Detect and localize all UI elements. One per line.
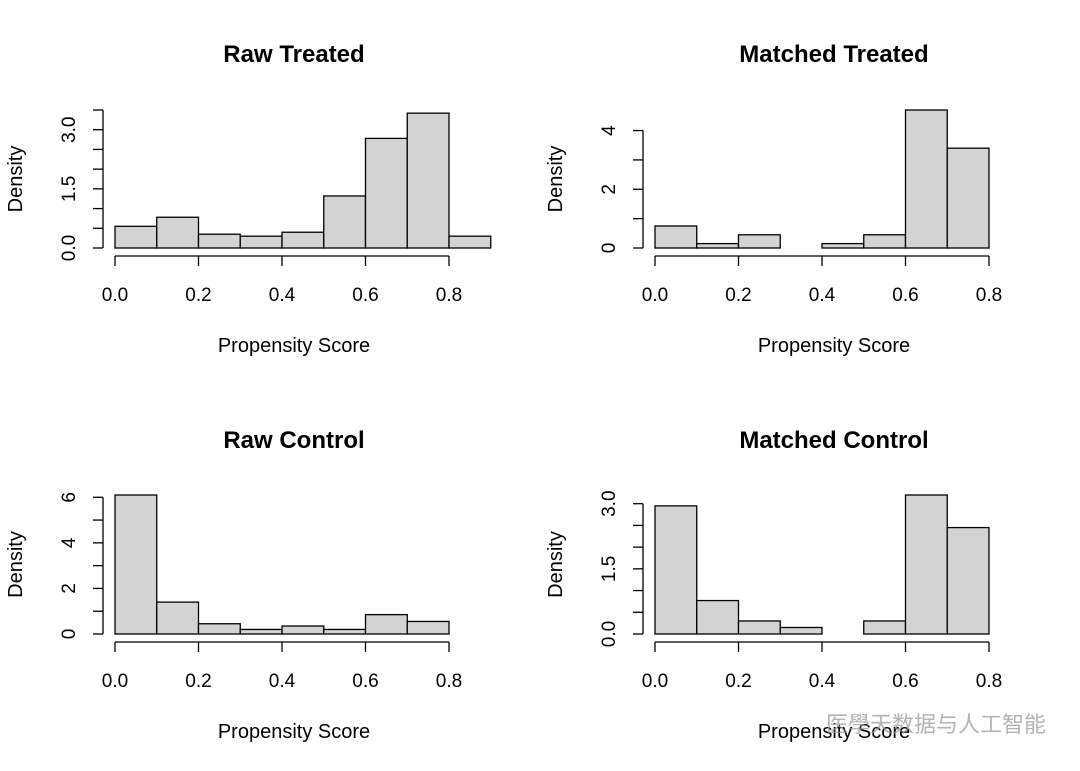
histogram-bar: [779, 626, 823, 635]
histogram-bar: [863, 620, 907, 635]
x-tick-label: 0.8: [976, 285, 1002, 306]
chart-panel: 0.0 0.2 0.4 0.6 0.8 0 2 4 6 Raw Control Propensity…: [5, 427, 462, 743]
x-tick-label: 0.2: [725, 285, 751, 306]
histogram-bar: [654, 225, 698, 249]
x-tick-label: 0.4: [269, 285, 296, 306]
histogram-bar: [156, 601, 200, 635]
x-tick-label: 0.6: [352, 671, 378, 692]
y-tick-label: 6: [59, 492, 80, 503]
y-tick-label: 2: [599, 184, 620, 195]
x-tick-label: 0.6: [892, 285, 918, 306]
x-tick-label: 0.0: [102, 671, 128, 692]
y-tick-label: 0.0: [59, 235, 80, 261]
x-tick-label: 0.4: [809, 285, 836, 306]
histogram-bar: [156, 216, 200, 249]
histogram-bar: [281, 625, 325, 635]
x-axis-label: Propensity Score: [758, 721, 910, 743]
chart-panel: 0.0 0.2 0.4 0.6 0.8 0 2 4 Matched Treated Propens…: [545, 41, 1002, 357]
x-tick-label: 0.0: [102, 285, 128, 306]
x-tick-label: 0.2: [185, 285, 211, 306]
x-tick-label: 0.8: [436, 285, 462, 306]
watermark-text: 医學天数据与人工智能: [826, 713, 1046, 738]
y-axis-label: Density: [5, 531, 27, 598]
x-tick-label: 0.0: [642, 671, 668, 692]
chart-title: Raw Control: [223, 427, 364, 454]
histogram-bar: [281, 231, 325, 249]
histogram-bar: [821, 242, 865, 249]
histogram-bar: [114, 225, 158, 249]
y-tick-label: 0: [599, 243, 620, 254]
histogram-bar: [197, 233, 241, 249]
histogram-bar: [323, 628, 367, 635]
y-tick-label: 0.0: [599, 621, 620, 647]
y-tick-label: 3.0: [59, 117, 80, 143]
x-tick-label: 0.8: [436, 671, 462, 692]
panels: 0.0 0.2 0.4 0.6 0.8 0.0 1.5 3.0 Raw Treated Prope…: [5, 41, 1002, 743]
y-tick-label: 1.5: [59, 176, 80, 202]
chart-panel: 0.0 0.2 0.4 0.6 0.8 0.0 1.5 3.0 Raw Treated Prope…: [5, 41, 492, 357]
histogram-bar: [904, 109, 948, 249]
x-tick-label: 0.2: [185, 671, 211, 692]
histogram-bar: [114, 494, 158, 635]
y-tick-label: 0: [59, 629, 80, 640]
x-axis-label: Propensity Score: [758, 335, 910, 357]
chart-title: Matched Treated: [739, 41, 928, 68]
histogram-bar: [406, 620, 450, 635]
histogram-bar: [737, 620, 781, 635]
y-axis-label: Density: [545, 531, 567, 598]
y-tick-label: 2: [59, 583, 80, 594]
histogram-bar: [737, 234, 781, 249]
histogram-bar: [696, 242, 740, 249]
x-axis-label: Propensity Score: [218, 721, 370, 743]
chart-title: Raw Treated: [223, 41, 364, 68]
x-tick-label: 0.2: [725, 671, 751, 692]
chart-panel: 0.0 0.2 0.4 0.6 0.8 0.0 1.5 3.0 Matched Control P…: [545, 427, 1002, 743]
histogram-bar: [364, 137, 408, 249]
y-axis-label: Density: [5, 146, 27, 213]
histogram-bar: [946, 147, 990, 249]
histogram-bar: [696, 599, 740, 635]
chart-title: Matched Control: [739, 427, 928, 454]
x-tick-label: 0.0: [642, 285, 668, 306]
x-tick-label: 0.6: [892, 671, 918, 692]
x-tick-label: 0.6: [352, 285, 378, 306]
histogram-bar: [448, 235, 492, 249]
y-tick-label: 1.5: [599, 556, 620, 582]
histogram-bar: [239, 235, 283, 249]
y-axis-label: Density: [545, 146, 567, 213]
histogram-bar: [946, 526, 990, 635]
histogram-bar: [323, 195, 367, 249]
y-tick-label: 4: [599, 125, 620, 136]
histogram-bar: [364, 613, 408, 635]
y-tick-label: 3.0: [599, 490, 620, 516]
x-tick-label: 0.8: [976, 671, 1002, 692]
x-tick-label: 0.4: [269, 671, 296, 692]
x-axis-label: Propensity Score: [218, 335, 370, 357]
histogram-bar: [863, 234, 907, 249]
histogram-bar: [654, 505, 698, 635]
x-tick-label: 0.4: [809, 671, 836, 692]
histogram-bar: [197, 623, 241, 635]
histogram-bar: [239, 628, 283, 635]
y-tick-label: 4: [59, 537, 80, 548]
histogram-bar: [904, 494, 948, 635]
histogram-bar: [406, 112, 450, 249]
